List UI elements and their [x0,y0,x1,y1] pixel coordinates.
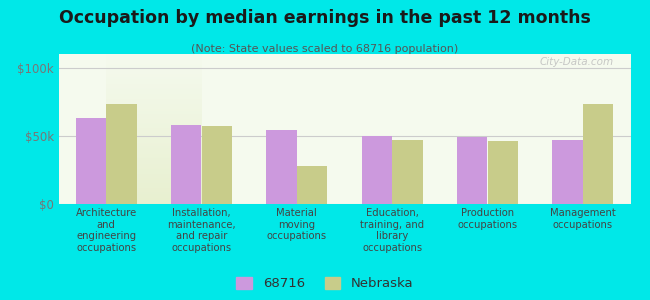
Bar [106,104,136,204]
Bar [488,141,518,204]
Bar [266,130,297,204]
Bar [583,104,614,204]
Bar [361,136,392,204]
Text: Occupation by median earnings in the past 12 months: Occupation by median earnings in the pas… [59,9,591,27]
Legend: 68716, Nebraska: 68716, Nebraska [237,277,413,290]
Bar [75,118,106,204]
Bar [552,140,583,204]
Text: (Note: State values scaled to 68716 population): (Note: State values scaled to 68716 popu… [191,44,459,53]
Bar [202,126,232,204]
Text: City-Data.com: City-Data.com [540,57,614,67]
Bar [392,140,422,204]
Bar [457,137,488,204]
Bar [297,166,328,204]
Bar [171,125,202,204]
